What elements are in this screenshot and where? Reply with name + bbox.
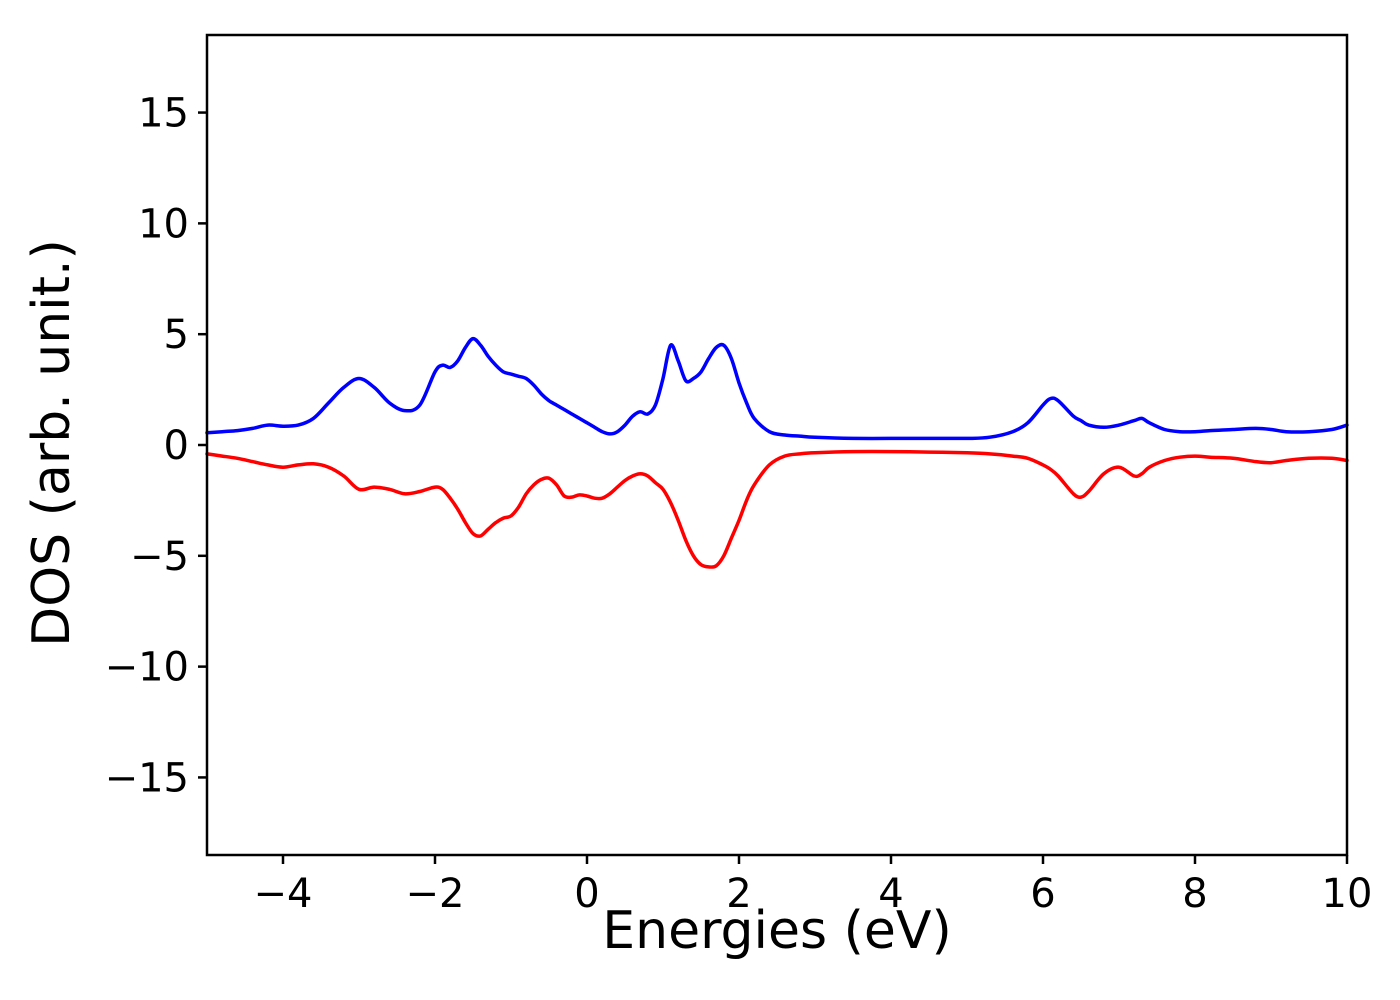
x-tick-label: 0 xyxy=(574,871,599,917)
plot-area-border xyxy=(205,33,1349,857)
y-tick-label: −5 xyxy=(130,534,189,580)
x-tick-label: 6 xyxy=(1030,871,1055,917)
blue-curve xyxy=(205,336,1349,441)
x-tick-label: −4 xyxy=(254,871,313,917)
y-tick-label: −10 xyxy=(105,645,189,691)
y-tick-label: 10 xyxy=(138,201,189,247)
y-axis-label: DOS (arb. unit.) xyxy=(22,239,82,647)
x-tick-label: 10 xyxy=(1322,871,1373,917)
x-axis-label: Energies (eV) xyxy=(602,901,952,961)
red-curve xyxy=(205,449,1349,569)
x-tick-label: 2 xyxy=(726,871,751,917)
y-tick-label: 0 xyxy=(164,423,189,469)
y-tick-label: 5 xyxy=(164,312,189,358)
y-tick-label: 15 xyxy=(138,91,189,137)
x-tick-label: 4 xyxy=(878,871,903,917)
x-tick-label: 8 xyxy=(1182,871,1207,917)
x-tick-label: −2 xyxy=(406,871,465,917)
y-tick-label: −15 xyxy=(105,755,189,801)
